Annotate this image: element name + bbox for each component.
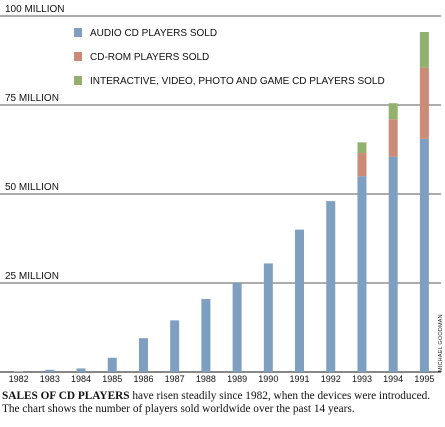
bar-segment <box>232 283 242 372</box>
y-tick-label: 50 MILLION <box>5 182 59 193</box>
bar-segment <box>326 201 336 372</box>
x-tick-label: 1992 <box>321 374 341 384</box>
x-tick-label: 1993 <box>352 374 372 384</box>
bar-segment <box>388 103 398 120</box>
bar-segment <box>263 263 273 372</box>
bar-segment <box>357 153 367 177</box>
gridlines <box>0 15 441 373</box>
bar-segment <box>201 299 211 372</box>
legend-swatch <box>74 52 82 61</box>
legend: AUDIO CD PLAYERS SOLD CD-ROM PLAYERS SOLD… <box>74 28 385 87</box>
x-tick-label: 1994 <box>383 374 403 384</box>
bar-segment <box>295 229 305 372</box>
bar-segment <box>388 119 398 157</box>
x-tick-label: 1982 <box>9 374 29 384</box>
legend-swatch <box>74 28 82 37</box>
bar-segment <box>357 142 367 154</box>
y-tick-label: 25 MILLION <box>5 271 59 282</box>
bars <box>14 32 429 372</box>
bar-segment <box>419 138 429 372</box>
bar-segment <box>357 176 367 372</box>
caption-body: have risen steadily since 1982, when the… <box>2 390 431 415</box>
legend-label: AUDIO CD PLAYERS SOLD <box>90 28 217 39</box>
cd-player-sales-chart: 25 MILLION 50 MILLION 75 MILLION 100 MILLIO… <box>0 4 444 384</box>
bar-segment <box>419 32 429 68</box>
legend-label: INTERACTIVE, VIDEO, PHOTO AND GAME CD PL… <box>90 76 385 87</box>
x-tick-label: 1984 <box>71 374 91 384</box>
x-tick-label: 1991 <box>290 374 310 384</box>
bar-segment <box>14 371 24 372</box>
x-tick-label: 1995 <box>414 374 434 384</box>
bar-segment <box>138 338 148 372</box>
caption-lead: SALES OF CD PLAYERS <box>2 390 130 402</box>
bar-segment <box>107 357 117 372</box>
x-tick-label: 1985 <box>102 374 122 384</box>
y-tick-label: 100 MILLION <box>5 4 64 15</box>
x-tick-label: 1988 <box>196 374 216 384</box>
x-tick-label: 1986 <box>133 374 153 384</box>
photo-credit: MICHAEL GOODMAN <box>438 314 444 372</box>
bar-segment <box>76 368 86 372</box>
y-axis-labels: 25 MILLION 50 MILLION 75 MILLION 100 MILLIO… <box>5 4 64 282</box>
bar-segment <box>45 369 55 372</box>
caption: SALES OF CD PLAYERS have risen steadily … <box>2 390 442 416</box>
y-tick-label: 75 MILLION <box>5 93 59 104</box>
legend-label: CD-ROM PLAYERS SOLD <box>90 52 209 63</box>
bar-segment <box>388 156 398 372</box>
x-tick-label: 1987 <box>165 374 185 384</box>
x-axis-labels: 1982 1983 1984 1985 1986 1987 1988 1989 1990 1991… <box>9 374 435 384</box>
x-tick-label: 1990 <box>258 374 278 384</box>
x-tick-label: 1983 <box>40 374 60 384</box>
legend-swatch <box>74 76 82 85</box>
bar-segment <box>170 320 180 372</box>
bar-segment <box>419 67 429 139</box>
x-tick-label: 1989 <box>227 374 247 384</box>
